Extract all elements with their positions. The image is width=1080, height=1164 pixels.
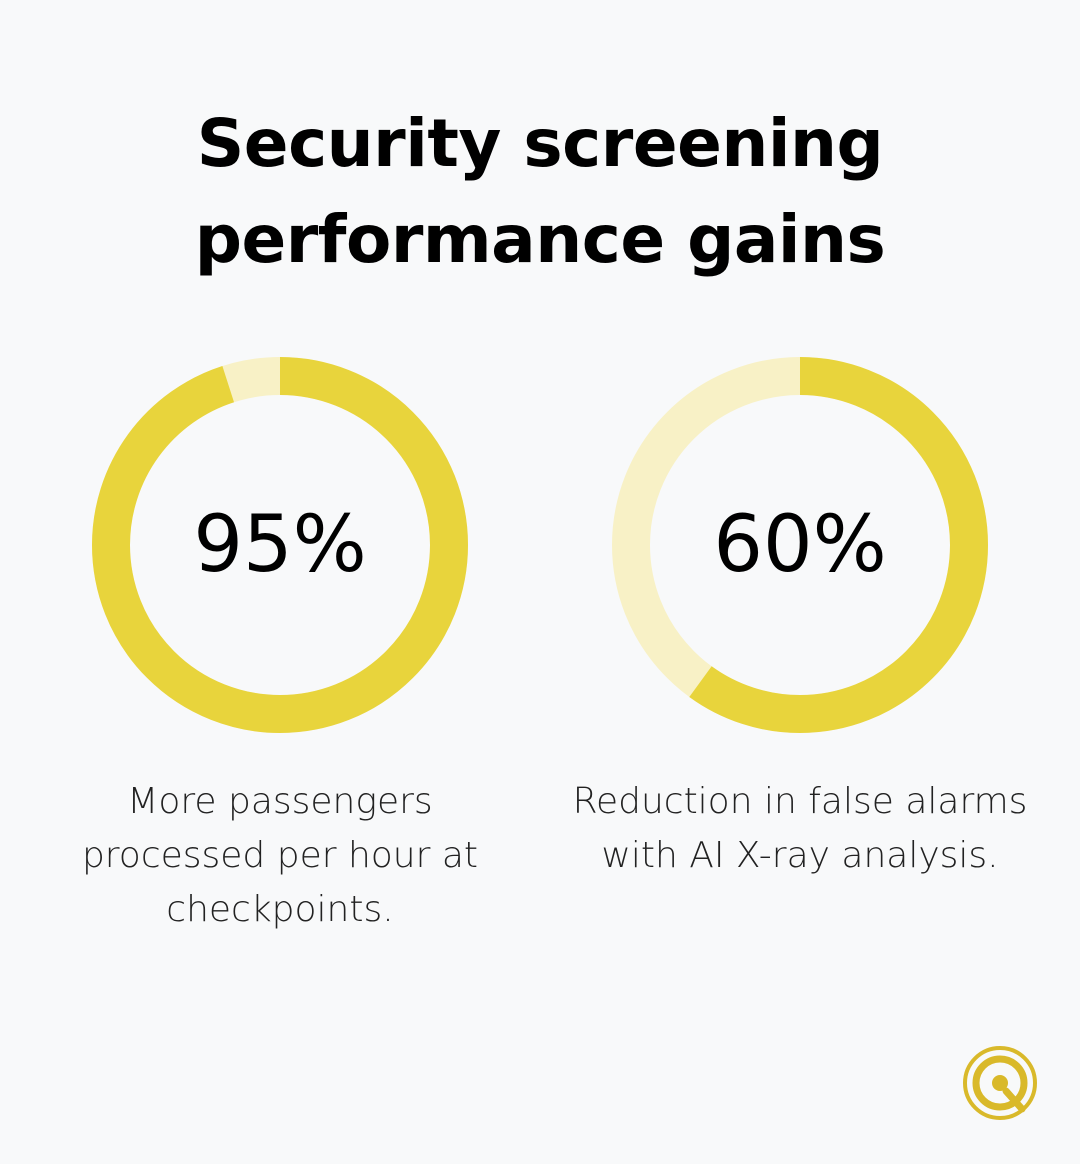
donut-value-label: 60%: [713, 500, 886, 590]
donut-progress: [612, 357, 988, 733]
logo-outer-ring: [963, 1046, 1037, 1120]
stat-caption: Reduction in false alarms with AI X-ray …: [550, 775, 1050, 883]
stat-card-passengers: 95% More passengers processed per hour a…: [30, 355, 530, 937]
title-line-1: Security screening: [196, 105, 884, 182]
caption-line: More passengers: [127, 781, 433, 822]
caption-line: Reduction in false alarms: [572, 781, 1028, 822]
logo-inner-ring: [972, 1055, 1028, 1111]
caption-line: processed per hour at: [81, 835, 479, 876]
donut-chart-false-alarms: 60%: [612, 357, 988, 733]
stat-card-false-alarms: 60% Reduction in false alarms with AI X-…: [550, 355, 1050, 883]
donut-progress: [92, 357, 468, 733]
q-logo-icon: [963, 1046, 1037, 1120]
caption-line: checkpoints.: [166, 889, 394, 930]
caption-line: with AI X-ray analysis.: [601, 835, 999, 876]
logo-center: [992, 1075, 1008, 1091]
donut-value-label: 95%: [193, 500, 366, 590]
donut-chart-passengers: 95%: [92, 357, 468, 733]
title-line-2: performance gains: [194, 201, 886, 278]
stat-caption: More passengers processed per hour at ch…: [30, 775, 530, 937]
page-title: Security screening performance gains: [0, 96, 1080, 288]
logo-tail: [1002, 1087, 1026, 1113]
